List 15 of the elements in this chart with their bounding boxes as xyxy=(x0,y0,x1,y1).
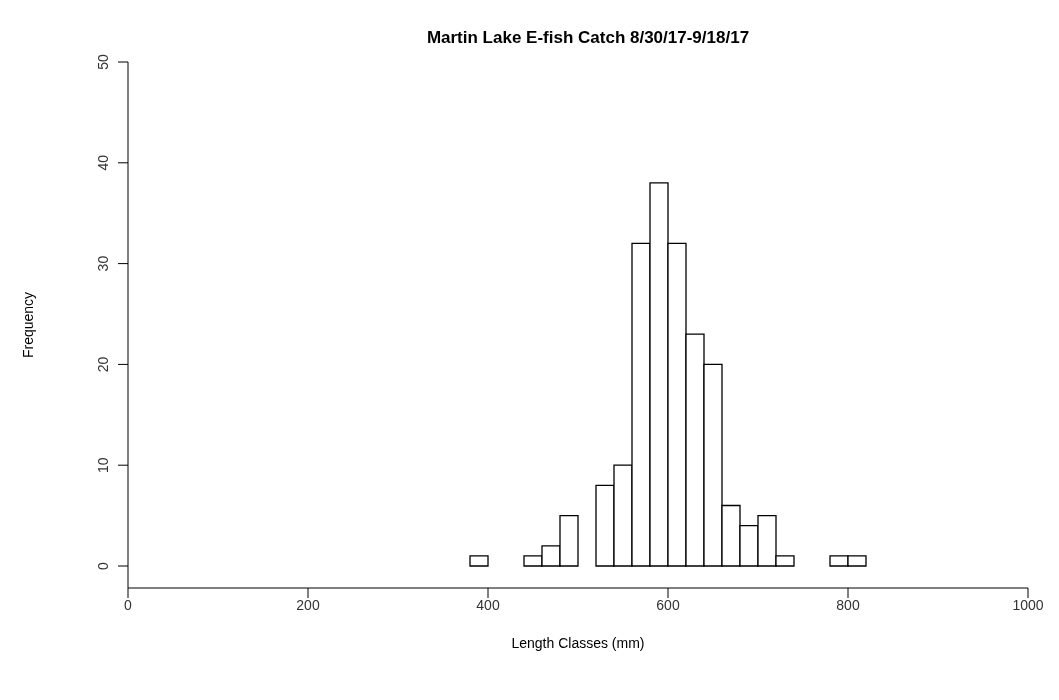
x-tick-label: 200 xyxy=(296,596,320,613)
y-tick-label: 30 xyxy=(95,255,111,272)
y-axis-title: Frequency xyxy=(19,291,36,359)
y-tick-label: 50 xyxy=(95,54,111,70)
chart-title: Martin Lake E-fish Catch 8/30/17-9/18/17 xyxy=(425,28,751,48)
y-tick-label: 10 xyxy=(95,457,111,473)
x-tick-label: 1000 xyxy=(1012,596,1044,613)
y-tick-label: 40 xyxy=(95,154,111,171)
x-tick-label: 800 xyxy=(836,596,860,613)
y-tick-label: 0 xyxy=(95,561,111,570)
x-tick-label: 600 xyxy=(656,596,680,613)
x-axis-title: Length Classes (mm) xyxy=(511,635,645,651)
y-tick-label: 20 xyxy=(95,356,111,373)
x-tick-label: 400 xyxy=(476,596,500,613)
x-tick-label: 0 xyxy=(124,596,133,613)
